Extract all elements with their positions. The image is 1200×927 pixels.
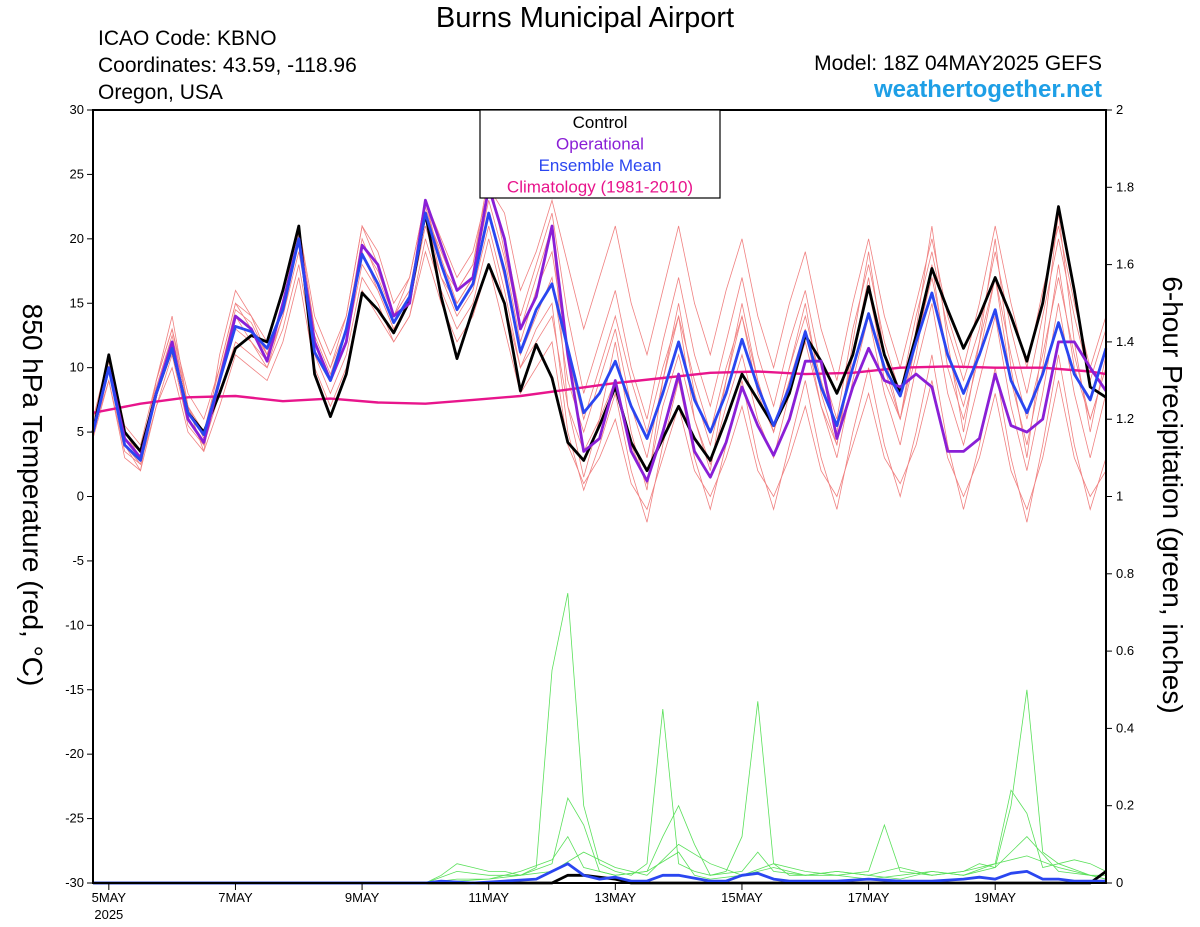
ensemble-temp-member-4	[92, 187, 1107, 459]
y-tick-right-label: 2	[1116, 102, 1123, 117]
y-tick-left-label: 25	[70, 166, 84, 181]
ensemble-precip-member-2	[93, 789, 1107, 884]
plot-frame	[92, 109, 1107, 884]
ensemble-temp-member-3	[92, 238, 1107, 485]
y-tick-left-label: 0	[77, 489, 84, 504]
y-tick-left-label: 10	[70, 360, 84, 375]
y-tick-right-label: 1.8	[1116, 179, 1134, 194]
x-tick-label: 13MAY	[594, 890, 636, 905]
ensemble-temp-lines	[92, 174, 1107, 523]
website-link[interactable]: weathertogether.net	[873, 76, 1102, 103]
legend-entry: Ensemble Mean	[539, 156, 662, 175]
icao-code-label: ICAO Code: KBNO	[98, 27, 277, 50]
main-series-lines	[91, 185, 1108, 885]
y-tick-right-label: 0.6	[1116, 643, 1134, 658]
x-tick-label: 19MAY	[974, 890, 1016, 905]
x-tick-label: 15MAY	[721, 890, 763, 905]
operational-temp-line	[91, 185, 1108, 483]
ensemble-precip-member-3	[93, 835, 1107, 884]
y-tick-left-label: -20	[65, 746, 84, 761]
legend-entry: Operational	[556, 135, 644, 154]
y-tick-right-label: 0.2	[1116, 798, 1134, 813]
ensemble-temp-member-5	[92, 213, 1107, 523]
legend-box	[479, 109, 721, 199]
y-tick-left-label: 20	[70, 231, 84, 246]
y-tick-right-label: 0	[1116, 875, 1123, 890]
y-tick-left-label: -30	[65, 875, 84, 890]
coordinates-label: Coordinates: 43.59, -118.96	[98, 54, 357, 77]
ensemble-mean-precip-line	[93, 862, 1106, 885]
plot-border	[92, 109, 1107, 884]
control-precip-line	[93, 870, 1107, 885]
y-tick-right-label: 1.6	[1116, 257, 1134, 272]
ensemble-temp-member-6	[92, 186, 1107, 446]
model-label: Model: 18Z 04MAY2025 GEFS	[814, 52, 1102, 75]
ensemble-precip-lines	[93, 593, 1107, 884]
y-tick-left-label: 5	[77, 424, 84, 439]
y-tick-left-label: 15	[70, 295, 84, 310]
y-tick-left-label: -15	[65, 682, 84, 697]
legend-entry: Climatology (1981-2010)	[507, 178, 693, 197]
y-tick-right-label: 0.8	[1116, 566, 1134, 581]
y-tick-right-label: 1.4	[1116, 334, 1134, 349]
legend: Control Operational Ensemble Mean Climatolo…	[479, 109, 721, 199]
y-tick-left-label: -25	[65, 811, 84, 826]
y-tick-left-label: 30	[70, 102, 84, 117]
axis-ticks: 302520151050-5-10-15-20-25-3021.81.61.41…	[65, 102, 1134, 922]
region-label: Oregon, USA	[98, 81, 223, 104]
y-tick-right-label: 1.2	[1116, 411, 1134, 426]
y-tick-left-label: -10	[65, 617, 84, 632]
x-tick-label: 17MAY	[848, 890, 890, 905]
x-tick-year-label: 2025	[94, 907, 123, 922]
legend-entry: Control	[573, 113, 628, 132]
ensemble-precip-member-1	[93, 593, 1107, 884]
y-tick-left-label: -5	[72, 553, 84, 568]
ensemble-mean-temp-line	[91, 211, 1108, 462]
ensemble-temp-member-2	[92, 213, 1107, 458]
x-tick-label: 9MAY	[345, 890, 380, 905]
y-tick-right-label: 1	[1116, 489, 1123, 504]
ensemble-precip-member-4	[93, 843, 1106, 884]
x-tick-label: 7MAY	[218, 890, 253, 905]
x-tick-label: 5MAY	[92, 890, 127, 905]
chart-title: Burns Municipal Airport	[435, 2, 735, 34]
x-tick-label: 11MAY	[468, 890, 509, 905]
control-temp-line	[91, 205, 1107, 473]
y-tick-right-label: 0.4	[1116, 720, 1134, 735]
